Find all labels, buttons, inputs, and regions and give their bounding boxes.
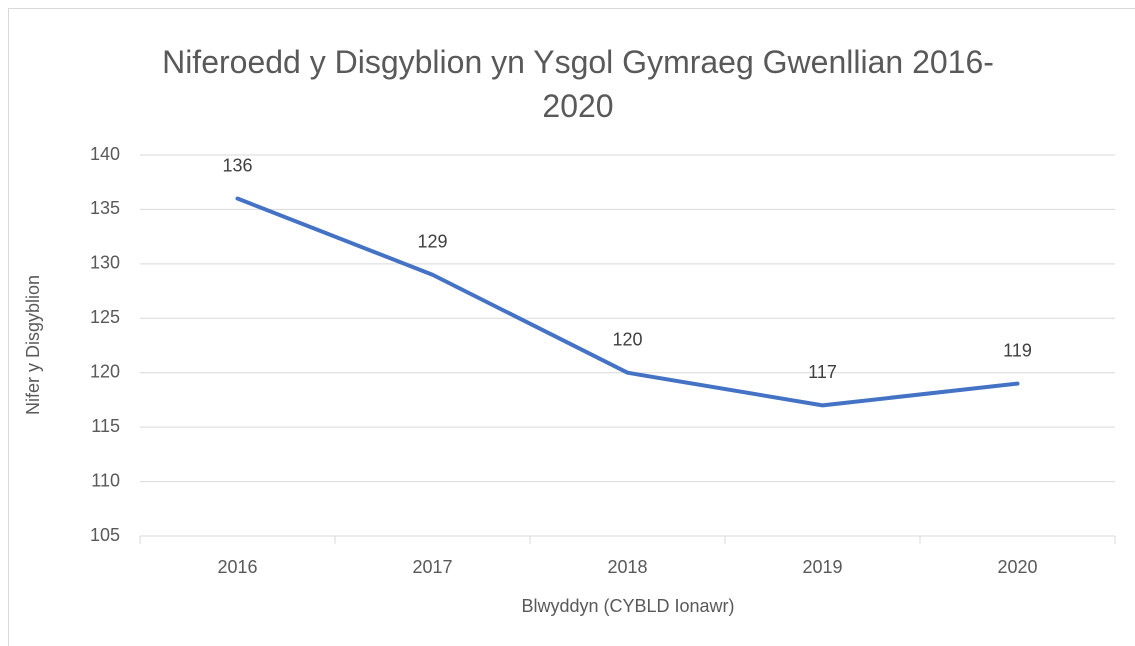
y-tick-label: 105 <box>90 525 120 545</box>
data-label: 129 <box>417 231 447 251</box>
y-tick-label: 140 <box>90 144 120 164</box>
x-tick-label: 2019 <box>802 557 842 577</box>
x-tick-label: 2020 <box>997 557 1037 577</box>
y-tick-label: 125 <box>90 307 120 327</box>
data-label: 117 <box>808 362 837 382</box>
data-label: 120 <box>612 329 642 349</box>
y-tick-label: 130 <box>90 253 120 273</box>
x-tick-label: 2017 <box>412 557 452 577</box>
y-axis-label: Nifer y Disgyblion <box>23 275 43 415</box>
line <box>235 196 1020 408</box>
x-tick-label: 2018 <box>607 557 647 577</box>
x-axis-label: Blwyddyn (CYBLD Ionawr) <box>521 596 734 616</box>
data-label: 119 <box>1003 340 1032 360</box>
chart-title: Niferoedd y Disgyblion yn Ysgol Gymraeg … <box>162 44 994 124</box>
y-tick-label: 120 <box>90 361 120 381</box>
y-tick-label: 135 <box>90 198 120 218</box>
y-tick-label: 115 <box>91 416 120 436</box>
chart-border <box>8 8 1135 646</box>
x-tick-label: 2016 <box>217 557 257 577</box>
data-label: 136 <box>222 155 252 175</box>
y-tick-label: 110 <box>91 470 120 490</box>
